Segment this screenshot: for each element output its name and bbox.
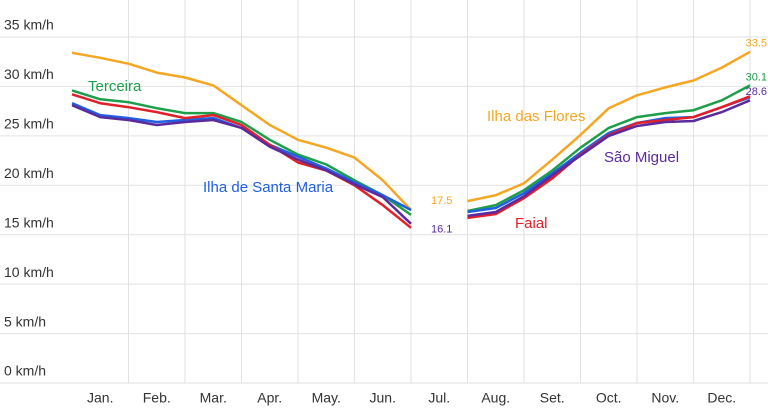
y-tick-label: 25 km/h (4, 116, 54, 132)
series-line (71, 99, 751, 225)
x-tick-label: Oct. (596, 390, 622, 406)
x-tick-label: Dec. (707, 390, 736, 406)
x-tick-label: Jun. (370, 390, 396, 406)
series-label: São Miguel (604, 149, 679, 166)
value-label: 33.5 (746, 38, 767, 50)
x-tick-label: Aug. (481, 390, 510, 406)
series-label: Faial (515, 215, 548, 232)
series-line (71, 50, 751, 211)
value-label: 30.1 (746, 71, 767, 83)
x-tick-label: Feb. (143, 390, 171, 406)
x-tick-label: Apr. (257, 390, 282, 406)
y-tick-label: 0 km/h (4, 363, 46, 379)
y-tick-label: 35 km/h (4, 17, 54, 33)
x-tick-label: Set. (540, 390, 565, 406)
value-label: 28.6 (746, 86, 767, 98)
series-line (71, 84, 751, 216)
x-tick-label: Jul. (428, 390, 450, 406)
value-label: 16.1 (431, 224, 452, 236)
value-label: 17.5 (431, 195, 452, 207)
x-tick-label: Jan. (87, 390, 113, 406)
x-tick-label: Mar. (200, 390, 227, 406)
y-tick-label: 15 km/h (4, 214, 54, 230)
y-tick-label: 20 km/h (4, 165, 54, 181)
y-tick-label: 30 km/h (4, 66, 54, 82)
y-tick-label: 10 km/h (4, 264, 54, 280)
x-tick-label: Nov. (651, 390, 679, 406)
series-label: Terceira (88, 78, 142, 95)
series-label: Ilha de Santa Maria (203, 179, 334, 196)
x-tick-label: May. (312, 390, 341, 406)
series-label: Ilha das Flores (487, 108, 585, 125)
y-tick-label: 5 km/h (4, 313, 46, 329)
